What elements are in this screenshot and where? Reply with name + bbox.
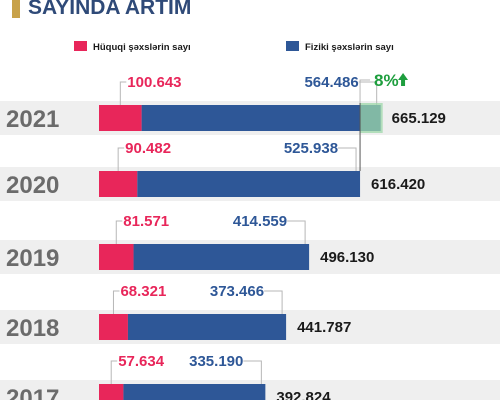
legal-leader: [115, 220, 123, 244]
growth-leader: [359, 79, 371, 103]
year-label: 2017: [6, 385, 59, 400]
bar-legal: [99, 314, 128, 340]
physical-value-label: 335.190: [189, 353, 243, 370]
legend-label-legal: Hüquqi şəxslərin sayı: [93, 42, 191, 53]
year-label: 2020: [6, 172, 59, 199]
legal-value-label: 57.634: [118, 353, 165, 370]
physical-value-label: 525.938: [284, 140, 338, 157]
legal-leader: [112, 290, 120, 314]
physical-value-label: 373.466: [210, 283, 264, 300]
chart-title: SAYINDA ARTIM: [28, 0, 191, 19]
bar-physical: [123, 384, 266, 400]
legend-label-physical: Fiziki şəxslərin sayı: [305, 42, 394, 53]
legal-value-label: 90.482: [125, 140, 171, 157]
physical-leader: [358, 81, 378, 105]
total-value-label: 616.420: [371, 176, 425, 193]
year-label: 2019: [6, 245, 59, 272]
physical-leader: [338, 147, 357, 171]
physical-leader: [243, 360, 262, 384]
arrow-up-icon: [398, 73, 409, 86]
bar-physical: [137, 171, 361, 197]
bar-legal: [99, 384, 124, 400]
legal-leader: [110, 360, 118, 384]
bar-legal: [99, 171, 138, 197]
legal-leader: [119, 81, 127, 105]
growth-highlight: [360, 103, 383, 133]
physical-leader: [264, 290, 283, 314]
legal-value-label: 68.321: [120, 283, 166, 300]
legal-value-label: 81.571: [123, 213, 169, 230]
bar-physical: [141, 105, 381, 131]
year-label: 2018: [6, 315, 59, 342]
total-value-label: 496.130: [320, 249, 374, 266]
physical-leader: [287, 220, 306, 244]
legal-leader: [117, 147, 125, 171]
total-value-label: 665.129: [392, 110, 446, 127]
title-accent-bar: [12, 0, 20, 18]
legal-value-label: 100.643: [127, 74, 181, 91]
bar-legal: [99, 105, 142, 131]
growth-percent-label: 8%: [374, 71, 399, 90]
bar-physical: [127, 314, 287, 340]
physical-value-label: 564.486: [304, 74, 358, 91]
year-label: 2021: [6, 106, 59, 133]
legend-swatch-physical: [286, 41, 299, 51]
legend-swatch-legal: [74, 41, 87, 51]
total-value-label: 441.787: [297, 319, 351, 336]
physical-value-label: 414.559: [233, 213, 287, 230]
bar-physical: [133, 244, 310, 270]
total-value-label: 392.824: [276, 389, 331, 400]
bar-legal: [99, 244, 134, 270]
